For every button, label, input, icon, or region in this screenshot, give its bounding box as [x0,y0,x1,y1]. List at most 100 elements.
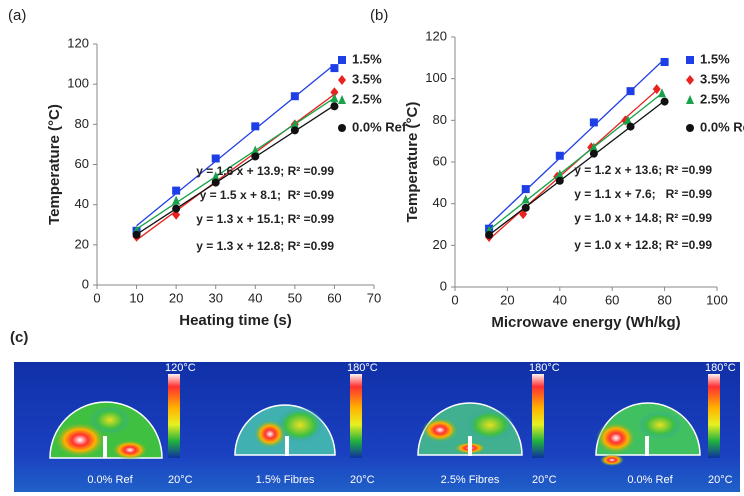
trend-line [488,89,658,241]
point [521,203,530,212]
y-tick-label: 100 [425,70,447,85]
color-scale [708,374,720,458]
point [623,115,632,125]
caption: 0.0% Ref [87,474,133,486]
point [589,142,598,152]
legend-label: 0.0% Ref [352,119,407,134]
legend-label: 1.5% [352,51,382,66]
color-scale [532,374,544,458]
probe [468,436,472,456]
x-tick-label: 10 [129,290,143,305]
point [521,185,530,194]
point [330,64,339,73]
trend-line [488,100,665,236]
warm-spot [638,411,682,439]
probe [645,436,649,456]
point [657,88,666,98]
point [172,204,181,213]
point [251,122,260,131]
y-tick-label: 80 [75,116,89,131]
point [485,230,494,239]
probe [285,436,289,456]
x-axis-label: Microwave energy (Wh/kg) [491,314,680,331]
thermal-image: 180°C 20°C 0.0% Ref [595,362,736,486]
equation: y = 1.0 x + 14.8; R² =0.99 [574,211,712,225]
hot-spot [600,454,624,466]
x-tick-label: 70 [367,290,381,305]
point [172,195,181,205]
point [290,92,299,101]
legend-marker [686,75,694,85]
y-axis-label: Temperature (°C) [46,104,63,225]
x-axis-label: Heating time (s) [179,312,292,329]
y-tick-label: 60 [75,156,89,171]
point [290,126,299,135]
y-tick-label: 60 [433,153,447,168]
equation: y = 1.2 x + 13.6; R² =0.99 [574,163,712,177]
y-axis-label: Temperature (°C) [404,102,421,223]
scale-min: 20°C [532,474,557,486]
equation: y = 1.1 x + 7.6; R² =0.99 [574,187,712,201]
trend-line [488,58,666,226]
x-tick-label: 20 [500,292,514,307]
point [555,151,564,160]
y-tick-label: 20 [433,237,447,252]
y-tick-label: 20 [75,236,89,251]
y-tick-label: 120 [67,35,89,50]
point [521,194,530,204]
point [660,97,669,106]
point [330,102,339,111]
x-tick-label: 60 [605,292,619,307]
legend-marker [338,56,346,64]
hot-spot [112,440,148,460]
equation: y = 1.3 x + 12.8; R² =0.99 [196,239,334,253]
scale-max: 180°C [705,362,736,374]
y-tick-label: 100 [67,76,89,91]
point [172,186,181,195]
trend-line [488,92,663,231]
y-tick-label: 40 [433,195,447,210]
trend-line [136,97,335,230]
x-tick-label: 40 [248,290,262,305]
x-tick-label: 50 [288,290,302,305]
warm-spot [466,409,514,441]
x-tick-label: 60 [327,290,341,305]
trend-line [136,63,335,227]
point [290,119,299,129]
hot-spot [422,418,458,442]
color-scale [168,374,180,458]
warm-spot [276,407,324,443]
point [172,209,181,220]
point [589,149,598,158]
point [652,84,661,95]
point [251,145,260,155]
x-tick-label: 0 [451,292,458,307]
legend-marker [686,95,694,104]
scale-max: 180°C [347,362,378,374]
point [660,58,669,66]
equation: y = 1.5 x + 8.1; R² =0.99 [200,188,335,202]
caption: 1.5% Fibres [256,474,315,486]
legend-label: 1.5% [700,51,730,66]
color-scale [350,374,362,458]
point [211,154,220,163]
panel-label: (b) [370,7,388,24]
point [211,171,220,181]
thermal-image: 180°C 20°C 1.5% Fibres [234,362,378,486]
legend-label: 3.5% [700,71,730,86]
legend-marker [686,56,694,64]
thermal-image: 180°C 20°C 2.5% Fibres [417,362,560,486]
probe [103,436,107,458]
point [330,87,339,98]
warm-spot [90,406,130,434]
x-tick-label: 30 [208,290,222,305]
hot-spot [254,420,286,448]
x-tick-label: 40 [553,292,567,307]
panel-label: (a) [8,7,26,24]
y-tick-label: 120 [425,28,447,43]
y-tick-label: 40 [75,196,89,211]
legend-label: 0.0% Ref [700,119,744,134]
x-tick-label: 80 [657,292,671,307]
legend-label: 2.5% [352,91,382,106]
